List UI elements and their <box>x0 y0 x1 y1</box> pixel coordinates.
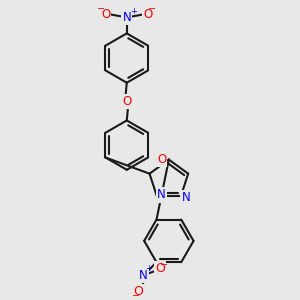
Text: N: N <box>157 188 166 201</box>
Text: O: O <box>122 95 131 108</box>
Text: O: O <box>133 285 143 298</box>
Text: N: N <box>122 11 131 24</box>
Text: O: O <box>101 8 110 21</box>
Text: −: − <box>132 291 140 300</box>
Text: +: + <box>145 264 152 273</box>
Text: −: − <box>148 4 156 14</box>
Text: −: − <box>160 260 168 270</box>
Text: −: − <box>98 4 106 14</box>
Text: O: O <box>155 262 165 275</box>
Text: O: O <box>157 153 166 166</box>
Text: N: N <box>139 269 148 282</box>
Text: +: + <box>130 7 136 16</box>
Text: N: N <box>182 191 190 204</box>
Text: O: O <box>143 8 153 21</box>
